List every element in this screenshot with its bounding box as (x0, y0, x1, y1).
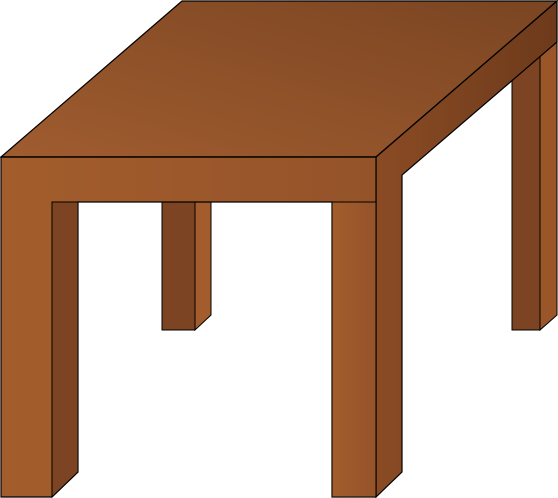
front-right-leg-inner (331, 201, 377, 498)
top-side-edge (375, 0, 558, 158)
back-left-leg (161, 201, 212, 332)
front-left-leg-inner (51, 201, 79, 498)
back-right-leg (511, 14, 558, 332)
